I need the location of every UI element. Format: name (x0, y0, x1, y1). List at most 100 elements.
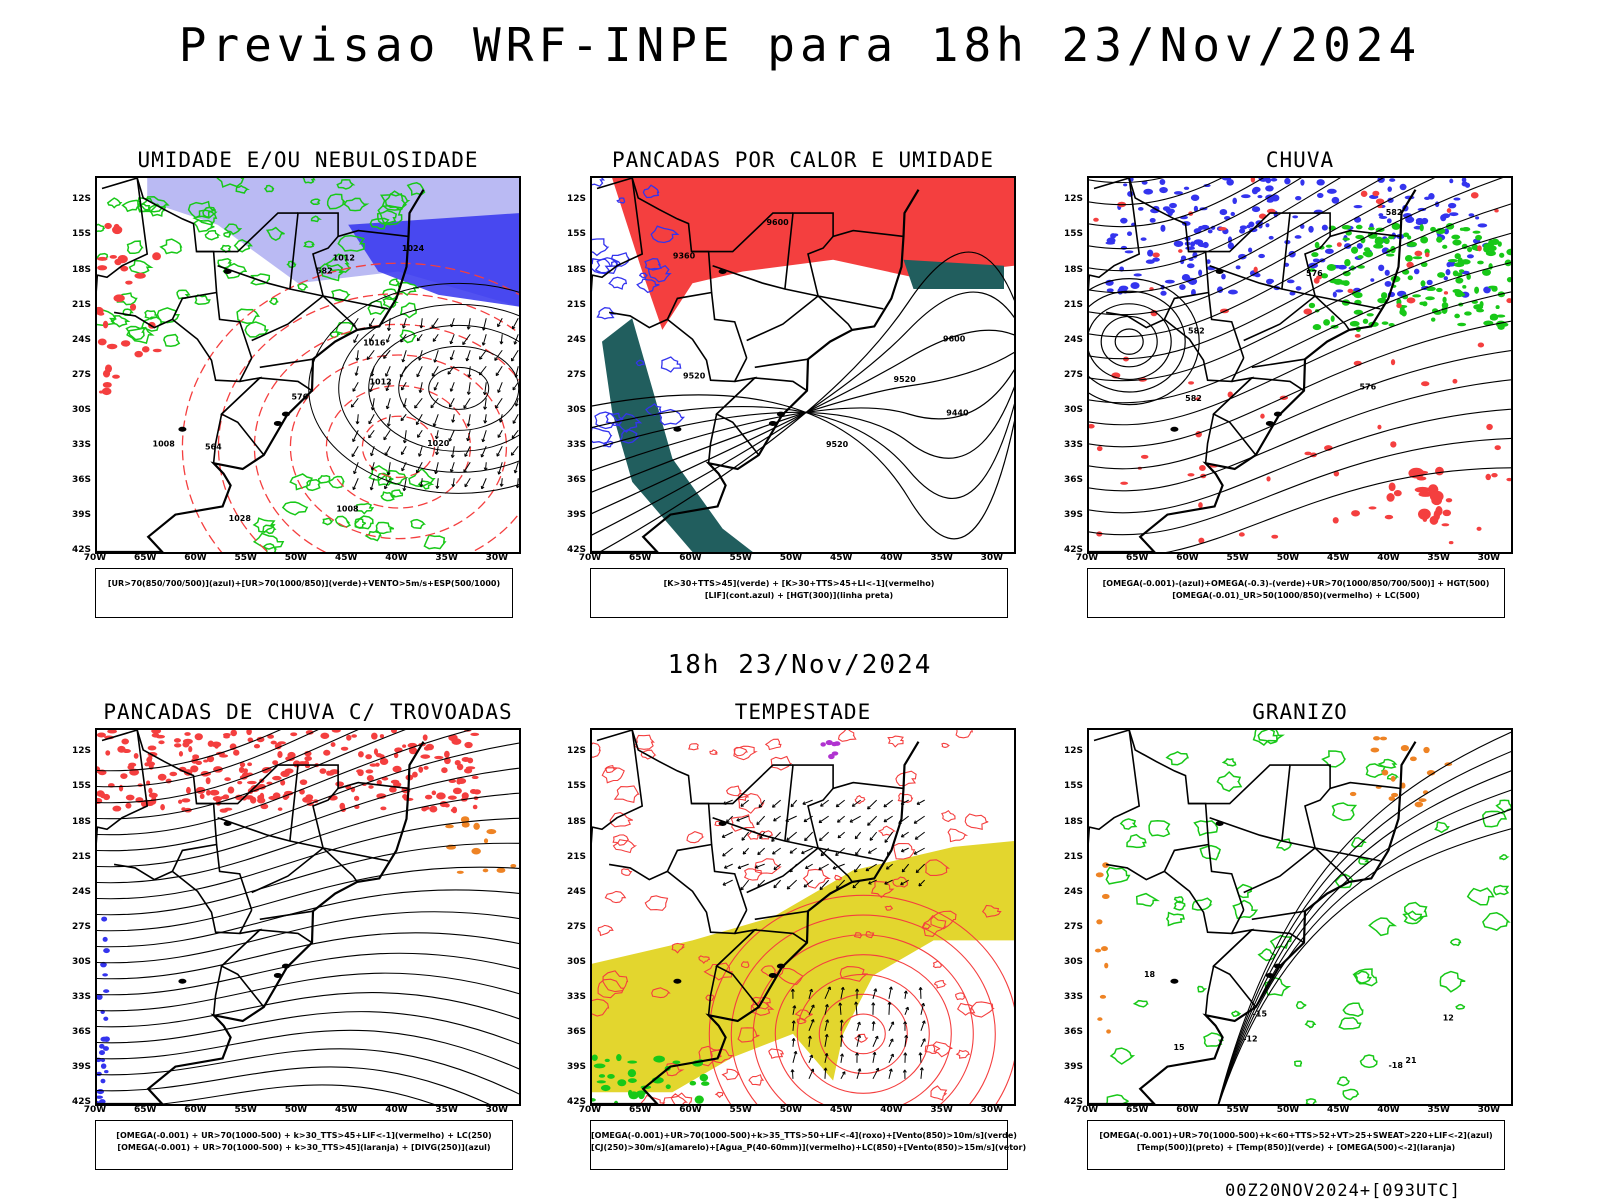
lat-tick-label: 33S (65, 992, 91, 1002)
panel-legend: [OMEGA(-0.001)+UR>70(1000-500)+k>35_TTS>… (590, 1120, 1008, 1170)
lon-tick-label: 60W (180, 1105, 210, 1115)
lat-tick-label: 21S (1057, 852, 1083, 862)
lon-tick-label: 30W (977, 1105, 1007, 1115)
legend-line: [CJ(250)>30m/s](amarelo)+[Agua_P(40-60mm… (591, 1142, 1007, 1154)
lat-tick-label: 27S (1057, 922, 1083, 932)
severe-purple (820, 740, 840, 759)
lat-tick-label: 24S (1057, 887, 1083, 897)
panel-pancadas-trovoadas: PANCADAS DE CHUVA C/ TROVOADAS 12S 15S 18S 2… (57, 700, 519, 1180)
lat-tick-label: 18S (65, 265, 91, 275)
legend-line: [OMEGA(-0.001) + UR>70(1000-500) + k>30_… (96, 1130, 512, 1142)
lat-tick-label: 36S (65, 1027, 91, 1037)
lon-tick-label: 45W (1323, 553, 1353, 563)
lon-tick-label: 45W (826, 553, 856, 563)
lat-tick-label: 33S (560, 440, 586, 450)
lat-tick-label: 27S (65, 922, 91, 932)
panel-title: PANCADAS DE CHUVA C/ TROVOADAS (97, 700, 519, 724)
lon-tick-label: 40W (1373, 553, 1403, 563)
lon-tick-label: 40W (876, 1105, 906, 1115)
map-svg: 1008100810121012101610201024102857658256… (97, 178, 519, 552)
panel-legend: [K>30+TTS>45](verde) + [K>30+TTS>45+LI<-… (590, 568, 1008, 618)
contour-label: 18 (1144, 970, 1156, 979)
lon-tick-label: 30W (977, 553, 1007, 563)
omega500-orange-west (1095, 862, 1111, 1033)
valid-time-label: 18h 23/Nov/2024 (0, 650, 1600, 680)
lat-tick-label: 18S (1057, 265, 1083, 275)
lat-tick-label: 12S (1057, 194, 1083, 204)
lat-tick-label: 15S (1057, 229, 1083, 239)
panel-title: UMIDADE E/OU NEBULOSIDADE (97, 148, 519, 172)
lon-tick-label: 60W (675, 553, 705, 563)
legend-line: [K>30+TTS>45](verde) + [K>30+TTS>45+LI<-… (591, 578, 1007, 590)
contour-label: 576 (291, 392, 308, 401)
panel-title: PANCADAS POR CALOR E UMIDADE (592, 148, 1014, 172)
lat-tick-label: 30S (65, 957, 91, 967)
lat-tick-label: 27S (65, 370, 91, 380)
lat-tick-label: 12S (560, 746, 586, 756)
instability-teal-band (602, 318, 753, 552)
contour-label: -15 (1253, 1009, 1268, 1018)
lon-tick-label: 35W (927, 1105, 957, 1115)
contour-label: -12 (1243, 1035, 1257, 1044)
contour-label: 9440 (946, 409, 969, 418)
lat-tick-label: 39S (65, 1062, 91, 1072)
lon-tick-label: 45W (1323, 1105, 1353, 1115)
lon-tick-label: 45W (331, 1105, 361, 1115)
contour-label: 9600 (943, 334, 966, 343)
contour-label: 1016 (363, 339, 386, 348)
lat-tick-label: 36S (560, 475, 586, 485)
run-stamp: 00Z20NOV2024+[093UTC] (1225, 1181, 1461, 1201)
legend-line: [LIF](cont.azul) + [HGT(300)](linha pret… (591, 590, 1007, 602)
lon-tick-label: 30W (1474, 553, 1504, 563)
lon-tick-label: 70W (575, 1105, 605, 1115)
map-svg (97, 730, 519, 1104)
lon-tick-label: 65W (1122, 1105, 1152, 1115)
contour-label: 9520 (826, 440, 849, 449)
map-area (590, 728, 1016, 1106)
lat-tick-label: 39S (560, 1062, 586, 1072)
lon-tick-label: 70W (1072, 1105, 1102, 1115)
lat-tick-label: 33S (1057, 992, 1083, 1002)
contour-label: 1020 (427, 439, 450, 448)
lon-tick-label: 50W (281, 1105, 311, 1115)
contour-label: 1024 (402, 244, 425, 253)
lat-tick-label: 12S (560, 194, 586, 204)
lat-tick-label: 15S (560, 229, 586, 239)
lon-tick-label: 65W (130, 553, 160, 563)
lat-tick-label: 21S (560, 300, 586, 310)
lat-tick-label: 30S (560, 957, 586, 967)
lat-tick-label: 12S (65, 746, 91, 756)
legend-line: [OMEGA(-0.001)+UR>70(1000-500)+k<60+TTS>… (1088, 1130, 1504, 1142)
lat-tick-label: 15S (65, 781, 91, 791)
legend-line: [OMEGA(-0.001)-(azul)+OMEGA(-0.3)-(verde… (1088, 578, 1504, 590)
lon-tick-label: 50W (1273, 1105, 1303, 1115)
lat-tick-label: 18S (65, 817, 91, 827)
lat-tick-label: 36S (1057, 1027, 1083, 1037)
lat-tick-label: 15S (65, 229, 91, 239)
lat-tick-label: 24S (1057, 335, 1083, 345)
lon-tick-label: 55W (726, 1105, 756, 1115)
contour-label: -18 (1388, 1061, 1403, 1070)
lat-tick-label: 15S (560, 781, 586, 791)
lon-tick-label: 35W (1424, 1105, 1454, 1115)
contour-label: 1012 (369, 378, 391, 387)
lon-tick-label: 30W (482, 1105, 512, 1115)
lon-tick-label: 35W (1424, 553, 1454, 563)
contour-label: 582 (1386, 208, 1403, 217)
lon-tick-label: 30W (1474, 1105, 1504, 1115)
lat-tick-label: 39S (1057, 1062, 1083, 1072)
lat-tick-label: 27S (1057, 370, 1083, 380)
lon-tick-label: 55W (1223, 1105, 1253, 1115)
contour-label: 15 (1173, 1043, 1185, 1052)
lat-tick-label: 30S (1057, 957, 1083, 967)
lon-tick-label: 55W (231, 1105, 261, 1115)
lon-tick-label: 65W (625, 1105, 655, 1115)
lat-tick-label: 21S (65, 852, 91, 862)
lon-tick-label: 70W (1072, 553, 1102, 563)
lon-tick-label: 70W (80, 553, 110, 563)
